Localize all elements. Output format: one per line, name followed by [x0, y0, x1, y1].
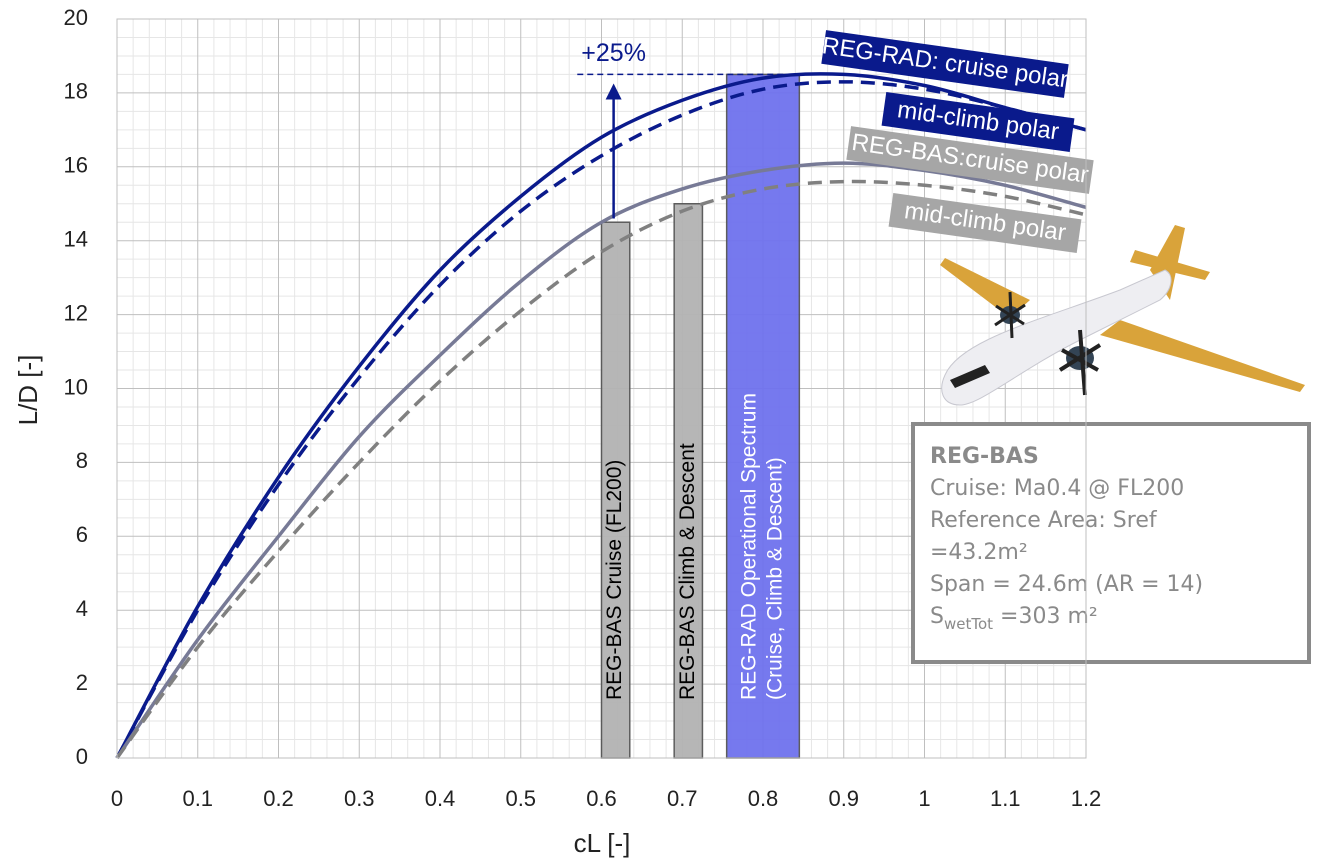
info-symbol: S	[930, 604, 944, 629]
info-title: REG-BAS	[930, 444, 1039, 469]
series-label-box	[881, 91, 1075, 153]
y-tick-label: 2	[76, 670, 88, 695]
band-label: REG-BAS Cruise (FL200)	[603, 460, 626, 700]
series-label-box	[821, 30, 1069, 98]
x-tick-label: 1.2	[1071, 786, 1102, 811]
x-tick-label: 0.9	[828, 786, 859, 811]
x-tick-label: 0.1	[182, 786, 213, 811]
series-label: mid-climb polar	[888, 192, 1082, 254]
series-label: REG-RAD: cruise polar	[820, 30, 1070, 98]
x-tick-label: 0.8	[748, 786, 779, 811]
x-tick-label: 0.6	[586, 786, 617, 811]
y-tick-label: 0	[76, 744, 88, 769]
arrow-head	[605, 83, 622, 100]
series-line	[115, 179, 1087, 760]
x-tick-label: 0.5	[505, 786, 536, 811]
y-tick-label: 10	[64, 374, 88, 399]
y-tick-label: 4	[76, 596, 88, 621]
band-label: (Cruise, Climb & Descent)	[764, 457, 787, 700]
annotation-text: +25%	[581, 39, 646, 67]
y-tick-label: 12	[64, 300, 88, 325]
y-tick-label: 18	[64, 79, 88, 104]
plot-frame	[116, 18, 1087, 759]
series-label-box	[846, 126, 1094, 194]
info-line: =43.2m²	[930, 540, 1028, 565]
x-tick-label: 0	[111, 786, 123, 811]
series-label-box	[888, 192, 1082, 254]
y-tick-label: 20	[64, 5, 88, 30]
info-line: Span = 24.6m (AR = 14)	[930, 572, 1203, 597]
info-line: Cruise: Ma0.4 @ FL200	[930, 476, 1184, 501]
series-line	[115, 80, 1087, 759]
x-tick-label: 0.2	[263, 786, 294, 811]
info-box	[911, 422, 1311, 664]
x-tick-label: 1.1	[990, 786, 1021, 811]
band-label: REG-RAD Operational Spectrum	[738, 393, 761, 700]
info-line: Reference Area: Sref	[930, 508, 1158, 533]
x-axis-title: cL [-]	[574, 828, 631, 858]
x-tick-label: 0.3	[344, 786, 375, 811]
y-tick-label: 8	[76, 448, 88, 473]
info-line: SwetTot =303 m²	[930, 604, 1098, 633]
y-tick-label: 16	[64, 153, 88, 178]
series-label-text: REG-RAD: cruise polar	[820, 32, 1069, 93]
info-subscript: wetTot	[944, 615, 993, 633]
airplane	[940, 225, 1305, 406]
operating-band	[725, 73, 801, 759]
series-line	[115, 72, 1087, 759]
x-tick-label: 1	[918, 786, 930, 811]
x-tick-label: 0.7	[667, 786, 698, 811]
y-tick-label: 6	[76, 522, 88, 547]
y-tick-label: 14	[64, 227, 88, 252]
info-value: =303 m²	[993, 604, 1098, 629]
y-axis-title: L/D [-]	[13, 355, 43, 426]
band-label: REG-BAS Climb & Descent	[676, 443, 699, 700]
x-tick-label: 0.4	[425, 786, 456, 811]
